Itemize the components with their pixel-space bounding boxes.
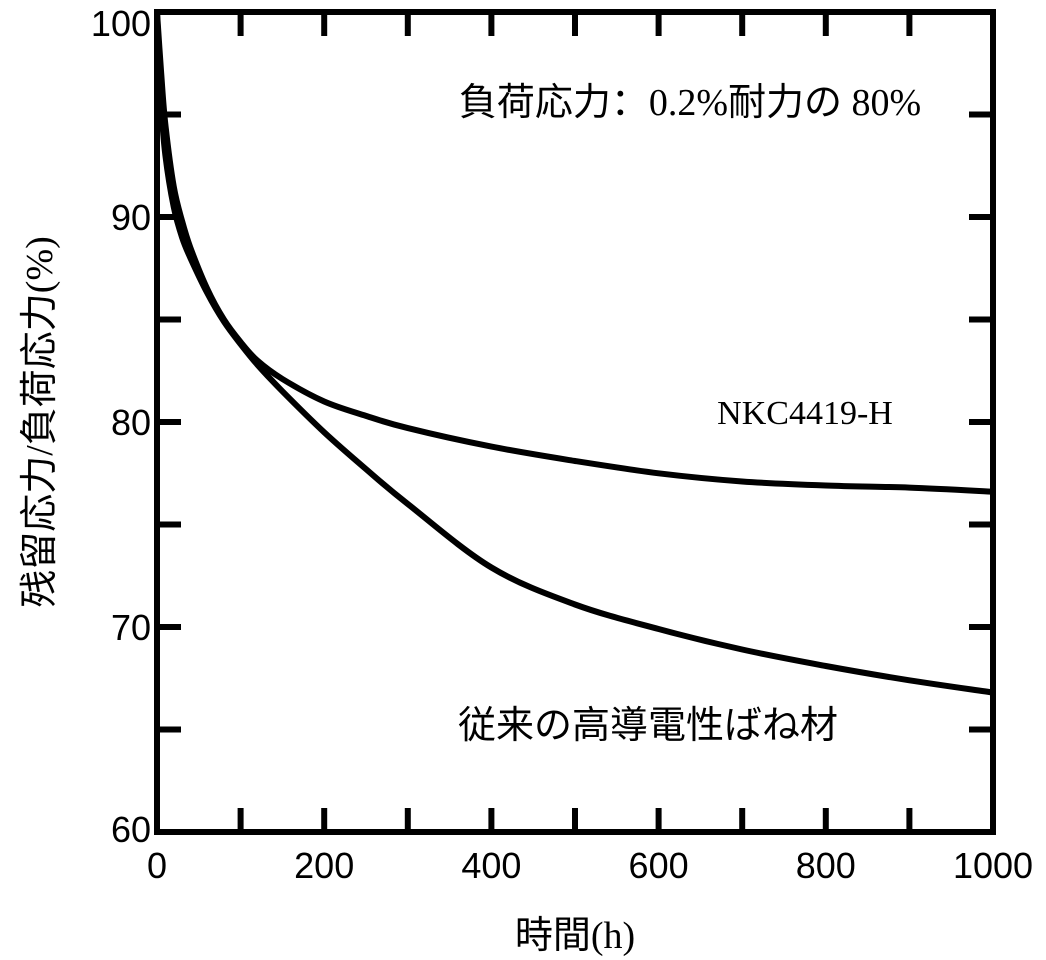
x-tick-label: 200 bbox=[294, 845, 354, 886]
series-label-nkc4419-h: NKC4419-H bbox=[717, 395, 893, 432]
x-tick-label: 600 bbox=[629, 845, 689, 886]
x-tick-labels: 0 200 400 600 800 1000 bbox=[147, 845, 1033, 886]
annotation-text: 負荷応力：0.2%耐力の 80% bbox=[459, 82, 921, 124]
series-label-conventional: 従来の高導電性ばね材 bbox=[458, 705, 838, 747]
x-tick-label: 1000 bbox=[953, 845, 1033, 886]
y-tick-label: 80 bbox=[111, 402, 151, 443]
plot-frame bbox=[154, 9, 996, 835]
series-line-nkc4419-h bbox=[154, 9, 996, 495]
x-tick-label: 0 bbox=[147, 845, 167, 886]
y-tick-label: 90 bbox=[111, 197, 151, 238]
y-tick-label: 70 bbox=[111, 607, 151, 648]
series-lines bbox=[154, 9, 996, 696]
y-axis-label: 残留応力/負荷応力(%) bbox=[19, 236, 61, 608]
x-tick-label: 800 bbox=[796, 845, 856, 886]
y-tick-label: 100 bbox=[91, 3, 151, 44]
x-tick-label: 400 bbox=[461, 845, 521, 886]
y-tick-labels: 60 70 80 90 100 bbox=[91, 3, 151, 850]
x-axis-label: 時間(h) bbox=[515, 915, 635, 957]
series-line-conventional bbox=[154, 9, 996, 696]
y-tick-label: 60 bbox=[111, 809, 151, 850]
